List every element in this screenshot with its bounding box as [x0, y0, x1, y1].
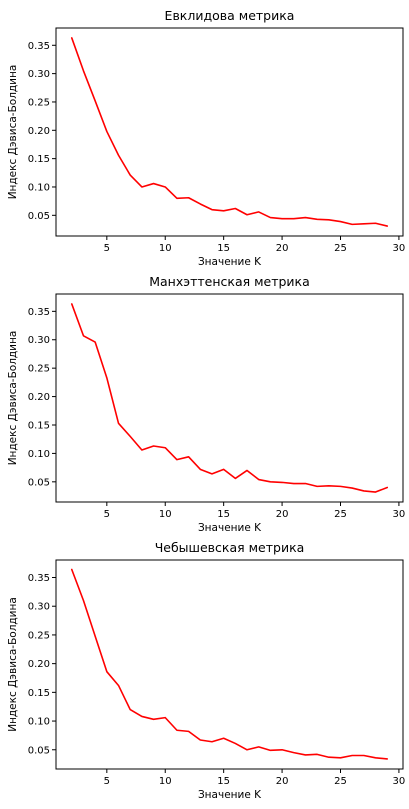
- y-tick-label: 0.35: [28, 573, 50, 584]
- x-tick-label: 25: [334, 776, 347, 787]
- x-tick-label: 30: [393, 776, 406, 787]
- y-tick-label: 0.15: [28, 688, 50, 699]
- y-tick-label: 0.05: [28, 211, 50, 222]
- plot-frame: [55, 293, 404, 503]
- y-tick-label: 0.15: [28, 154, 50, 165]
- x-axis-label: Значение K: [198, 256, 262, 268]
- x-tick-label: 15: [217, 509, 230, 520]
- x-tick-label: 25: [334, 509, 347, 520]
- y-tick-label: 0.30: [28, 335, 50, 346]
- chart-panel-euclidean: Евклидова метрика Индекс Дэвиса-Болдина …: [7, 8, 405, 268]
- x-tick-label: 15: [217, 776, 230, 787]
- y-axis-label: Индекс Дэвиса-Болдина: [7, 65, 19, 200]
- series-line: [70, 568, 389, 760]
- x-tick-label: 10: [159, 509, 172, 520]
- y-tick-label: 0.30: [28, 69, 50, 80]
- series-line: [70, 37, 389, 227]
- y-tick-label: 0.20: [28, 659, 50, 670]
- y-tick-label: 0.30: [28, 602, 50, 613]
- y-tick-label: 0.25: [28, 630, 50, 641]
- y-tick-label: 0.35: [28, 307, 50, 318]
- y-tick-label: 0.25: [28, 97, 50, 108]
- chart-title: Чебышевская метрика: [155, 540, 305, 555]
- y-tick-label: 0.10: [28, 717, 50, 728]
- chart-panel-manhattan: Манхэттенская метрика Индекс Дэвиса-Болд…: [7, 274, 405, 534]
- x-tick-label: 30: [393, 243, 406, 254]
- x-tick-label: 10: [159, 243, 172, 254]
- chart-title: Манхэттенская метрика: [149, 274, 310, 289]
- series-line: [70, 303, 389, 493]
- y-tick-label: 0.20: [28, 392, 50, 403]
- y-tick-label: 0.15: [28, 420, 50, 431]
- x-tick-label: 5: [104, 776, 110, 787]
- x-tick-label: 5: [104, 243, 110, 254]
- x-tick-label: 20: [276, 509, 289, 520]
- y-tick-label: 0.20: [28, 126, 50, 137]
- plot-frame: [55, 559, 404, 770]
- y-tick-label: 0.25: [28, 364, 50, 375]
- x-tick-label: 30: [393, 509, 406, 520]
- x-tick-label: 5: [104, 509, 110, 520]
- chart-title: Евклидова метрика: [165, 8, 295, 23]
- y-tick-label: 0.35: [28, 41, 50, 52]
- x-tick-label: 15: [217, 243, 230, 254]
- x-tick-label: 10: [159, 776, 172, 787]
- plot-frame: [55, 27, 404, 237]
- y-tick-label: 0.10: [28, 449, 50, 460]
- chart-panel-chebyshev: Чебышевская метрика Индекс Дэвиса-Болдин…: [7, 540, 405, 801]
- y-axis-label: Индекс Дэвиса-Болдина: [7, 597, 19, 732]
- y-tick-label: 0.05: [28, 745, 50, 756]
- y-tick-label: 0.10: [28, 182, 50, 193]
- y-tick-label: 0.05: [28, 477, 50, 488]
- x-axis-label: Значение K: [198, 522, 262, 534]
- x-axis-label: Значение K: [198, 789, 262, 801]
- x-tick-label: 20: [276, 776, 289, 787]
- y-axis-label: Индекс Дэвиса-Болдина: [7, 331, 19, 466]
- x-tick-label: 20: [276, 243, 289, 254]
- x-tick-label: 25: [334, 243, 347, 254]
